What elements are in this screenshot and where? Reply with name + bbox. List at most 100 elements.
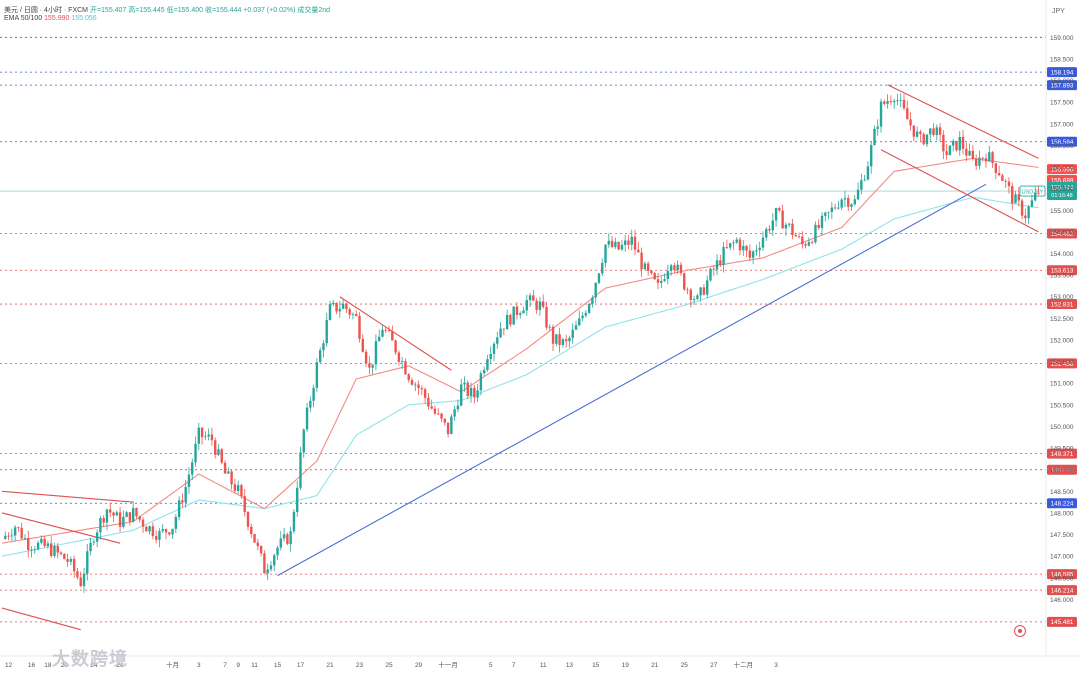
candle-body bbox=[968, 150, 971, 156]
candle-body bbox=[971, 150, 975, 160]
channel-line bbox=[339, 296, 452, 371]
candle-body bbox=[1014, 194, 1017, 204]
candle-body bbox=[466, 382, 469, 396]
candle-body bbox=[663, 279, 666, 281]
ema-badge-label: 155.699 bbox=[1051, 177, 1074, 184]
candle-body bbox=[804, 244, 807, 246]
candle-body bbox=[40, 538, 43, 543]
candle-body bbox=[742, 246, 745, 251]
price-level-badge bbox=[1047, 265, 1077, 276]
candle-body bbox=[204, 436, 207, 438]
candle-body bbox=[781, 210, 784, 229]
price-level-badge bbox=[1047, 136, 1077, 147]
candle-body bbox=[355, 314, 358, 316]
candle-body bbox=[712, 268, 715, 270]
price-level-badge bbox=[1047, 448, 1077, 459]
price-level-badge bbox=[1047, 464, 1077, 475]
candle-body bbox=[437, 413, 440, 415]
x-tick-label: 17 bbox=[297, 662, 305, 669]
candle-body bbox=[627, 240, 630, 245]
candle-body bbox=[591, 297, 594, 304]
candle-body bbox=[686, 289, 689, 291]
candle-body bbox=[368, 363, 371, 368]
candle-body bbox=[745, 246, 748, 251]
candle-body bbox=[578, 318, 581, 326]
candle-body bbox=[243, 496, 246, 513]
y-tick-label: 156.500 bbox=[1050, 143, 1074, 150]
price-level-label: 154.462 bbox=[1051, 231, 1074, 238]
candle-body bbox=[601, 262, 604, 274]
candle-body bbox=[1001, 175, 1004, 181]
candle-body bbox=[240, 485, 243, 497]
candle-body bbox=[909, 119, 912, 126]
candle-body bbox=[594, 282, 597, 298]
indicator-legend[interactable]: EMA 50/100 155.990 155.056 bbox=[4, 15, 97, 22]
candle-body bbox=[187, 474, 191, 488]
candle-body bbox=[778, 208, 781, 211]
price-level-badge bbox=[1047, 498, 1077, 509]
channel-line bbox=[1, 490, 134, 503]
candle-body bbox=[899, 99, 902, 101]
candle-body bbox=[450, 416, 453, 435]
price-axis[interactable]: 159.000 158.500 158.000 157.500 157.000 156.5… bbox=[1045, 0, 1074, 656]
candle-body bbox=[610, 240, 614, 247]
candle-body bbox=[925, 134, 929, 145]
candle-body bbox=[748, 250, 752, 258]
candle-body bbox=[620, 244, 624, 250]
candle-body bbox=[646, 263, 650, 271]
x-tick-label: 11 bbox=[251, 662, 258, 669]
candle-body bbox=[912, 125, 916, 137]
candle-body bbox=[499, 328, 502, 338]
candle-body bbox=[614, 241, 617, 247]
candle-body bbox=[59, 552, 63, 554]
ma-fast-value: 155.990 bbox=[44, 15, 70, 22]
candle-body bbox=[843, 198, 847, 200]
support-trendline bbox=[277, 183, 987, 577]
candle-body bbox=[797, 236, 801, 238]
candle-body bbox=[102, 517, 105, 523]
candle-body bbox=[345, 303, 348, 310]
candle-body bbox=[460, 384, 463, 406]
candle-body bbox=[141, 519, 145, 527]
candle-body bbox=[53, 546, 56, 557]
record-icon[interactable] bbox=[1014, 625, 1026, 637]
candle-body bbox=[978, 157, 981, 166]
candle-body bbox=[584, 312, 588, 316]
candle-body bbox=[640, 252, 643, 270]
candle-body bbox=[332, 302, 335, 305]
candle-body bbox=[177, 500, 181, 518]
candle-body bbox=[889, 101, 893, 103]
candle-body bbox=[171, 528, 174, 535]
candle-body bbox=[43, 538, 46, 547]
candle-body bbox=[417, 384, 420, 389]
candle-body bbox=[666, 270, 670, 280]
price-level-badge bbox=[1047, 80, 1077, 91]
candle-body bbox=[568, 337, 571, 342]
price-level-label: 149.371 bbox=[1051, 451, 1074, 458]
candle-body bbox=[807, 242, 811, 246]
candle-body bbox=[456, 405, 460, 410]
candle-body bbox=[866, 166, 870, 180]
candle-body bbox=[502, 328, 506, 330]
candle-body bbox=[191, 462, 194, 475]
candle-body bbox=[20, 527, 23, 539]
ma-slow-value: 155.056 bbox=[71, 15, 97, 22]
candle-body bbox=[381, 329, 384, 337]
candle-body bbox=[279, 538, 282, 548]
candle-body bbox=[564, 339, 568, 342]
price-level-label: 148.224 bbox=[1051, 501, 1074, 508]
candle-body bbox=[906, 108, 909, 120]
candle-body bbox=[961, 136, 965, 149]
candle-body bbox=[597, 273, 601, 283]
candle-body bbox=[722, 246, 725, 265]
candle-body bbox=[273, 555, 276, 566]
candle-body bbox=[154, 536, 158, 540]
time-axis[interactable]: 12 16 18 20 24 26 十月 3 7 9 11 15 17 21 23 25 29 十一月 5 7 11 13… bbox=[0, 655, 1080, 669]
price-level-badge bbox=[1047, 67, 1077, 78]
channel-line bbox=[1, 512, 121, 544]
candle-body bbox=[299, 452, 302, 488]
candle-body bbox=[220, 449, 223, 463]
ohlc-readout: 开=155.407 高=155.445 低=155.400 收=155.444 … bbox=[89, 7, 331, 14]
candle-body bbox=[95, 532, 99, 542]
